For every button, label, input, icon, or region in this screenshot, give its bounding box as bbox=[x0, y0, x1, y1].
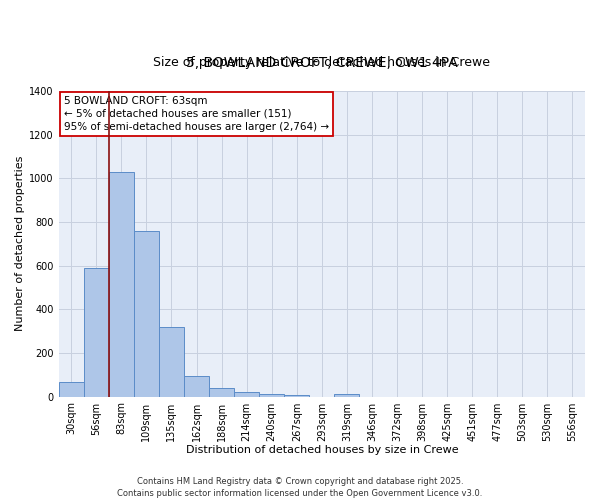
Bar bbox=[109, 172, 134, 396]
Bar bbox=[334, 394, 359, 396]
Y-axis label: Number of detached properties: Number of detached properties bbox=[15, 156, 25, 332]
Title: Size of property relative to detached houses in Crewe: Size of property relative to detached ho… bbox=[154, 56, 490, 69]
Bar bbox=[259, 394, 284, 396]
Text: 5, BOWLAND CROFT, CREWE, CW1 4PA: 5, BOWLAND CROFT, CREWE, CW1 4PA bbox=[186, 56, 458, 70]
Bar bbox=[209, 388, 234, 396]
Bar bbox=[184, 376, 209, 396]
Bar bbox=[59, 382, 84, 396]
Bar bbox=[134, 230, 159, 396]
Bar bbox=[234, 392, 259, 396]
Bar bbox=[84, 268, 109, 396]
Bar bbox=[284, 395, 309, 396]
Text: 5 BOWLAND CROFT: 63sqm
← 5% of detached houses are smaller (151)
95% of semi-det: 5 BOWLAND CROFT: 63sqm ← 5% of detached … bbox=[64, 96, 329, 132]
X-axis label: Distribution of detached houses by size in Crewe: Distribution of detached houses by size … bbox=[185, 445, 458, 455]
Text: Contains HM Land Registry data © Crown copyright and database right 2025.
Contai: Contains HM Land Registry data © Crown c… bbox=[118, 476, 482, 498]
Bar bbox=[159, 326, 184, 396]
